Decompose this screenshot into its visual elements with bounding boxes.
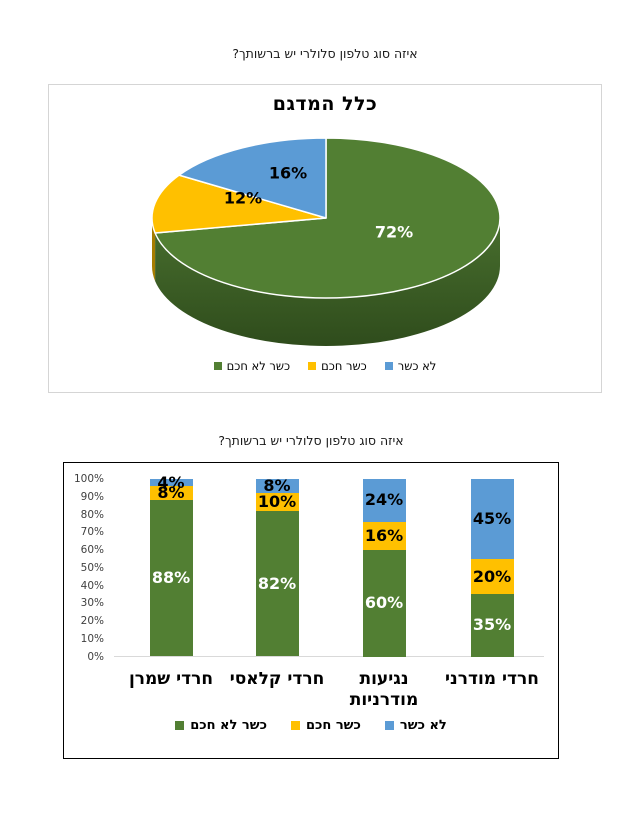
x-axis-line [114,656,544,657]
legend-label: כשר חכם [305,718,361,733]
bar-segment [255,479,299,494]
y-axis-tick: 50% [80,561,104,574]
y-axis-tick: 30% [80,597,104,610]
legend-item: לא כשר [384,359,437,373]
y-axis-tick: 100% [73,473,104,485]
bar-data-label: 35% [472,615,512,635]
bar-segment [149,486,193,501]
bar-data-label: 8% [263,476,291,496]
bar-segment [470,594,514,657]
bar-segment [149,500,193,657]
bar-data-label: 8% [157,483,185,503]
legend-swatch-icon [175,721,185,730]
bar-data-label: 88% [151,568,191,588]
pie-slice [178,137,327,219]
category-label: נגיעות מודרניות [349,669,419,710]
legend-swatch-icon [290,721,300,730]
y-axis-tick: 90% [80,490,104,503]
bar-data-label: 16% [364,525,404,545]
pie-legend: כשר לא חכם כשר חכם לא כשר [49,359,601,373]
pie-3d-graphic [151,137,501,347]
y-axis-tick: 20% [80,615,104,627]
bar-segment [470,479,514,559]
legend-item: כשר לא חכם [213,359,291,373]
pie-chart-container: כלל המדגם 72% 12% 16% כשר לא חכם כשר חכם לא … [48,84,602,393]
y-axis-tick: 60% [80,544,104,556]
pie-data-label: 72% [374,222,414,242]
y-axis-tick: 10% [80,632,104,645]
legend-label: כשר חכם [321,359,367,373]
legend-swatch-icon [384,362,393,370]
bar-data-label: 10% [257,492,297,512]
bar-data-label: 45% [472,508,512,528]
legend-item: כשר חכם [290,718,361,733]
legend-swatch-icon [384,721,394,730]
legend-label: כשר לא חכם [190,718,267,733]
bar-segment [362,479,406,522]
pie-data-label: 12% [223,188,263,208]
y-axis-tick: 80% [80,508,104,521]
y-axis-tick: 40% [80,579,104,592]
legend-item: כשר לא חכם [175,718,267,733]
category-label: חרדי קלאסי [229,669,325,689]
document-question-title-top: איזה סוג טלפון סלולרי יש ברשותך? [232,46,418,61]
document-question-title-bar-chart: איזה סוג טלפון סלולרי יש ברשותך? [218,433,404,448]
bar-segment [362,550,406,657]
category-label: חרדי מודרני [445,669,539,689]
bar-data-label: 82% [257,573,297,593]
bar-data-label: 60% [364,593,404,613]
pie-data-label: 16% [268,163,308,183]
legend-swatch-icon [308,362,317,370]
bar-data-label: 4% [157,472,185,492]
category-label: חרדי שמרן [128,669,214,689]
stacked-bar-chart-container: 0% 10% 20% 30% 40% 50% 60% 70% 80% 90% 100% 88% 8% 4… [63,462,559,759]
legend-item: כשר חכם [308,359,367,373]
pie-slice-side [152,218,156,281]
legend-label: כשר לא חכם [226,359,291,373]
bar-data-label: 20% [472,566,512,586]
y-axis-tick: 0% [87,650,104,663]
pie-slice [151,174,327,234]
bar-chart-legend: כשר לא חכם כשר חכם לא כשר [64,718,558,733]
bar-segment [362,521,406,550]
pie-slice [154,137,501,299]
bar-segment [255,493,299,511]
legend-item: לא כשר [384,718,447,733]
bar-segment [149,479,193,487]
legend-swatch-icon [213,362,222,370]
bar-data-label: 24% [364,490,404,510]
y-axis-tick: 70% [80,526,104,539]
pie-slice-side [155,218,500,347]
bar-segment [470,558,514,595]
pie-chart-title: כלל המדגם [272,93,378,115]
legend-label: לא כשר [397,359,437,373]
bar-segment [255,510,299,657]
legend-label: לא כשר [399,718,447,733]
